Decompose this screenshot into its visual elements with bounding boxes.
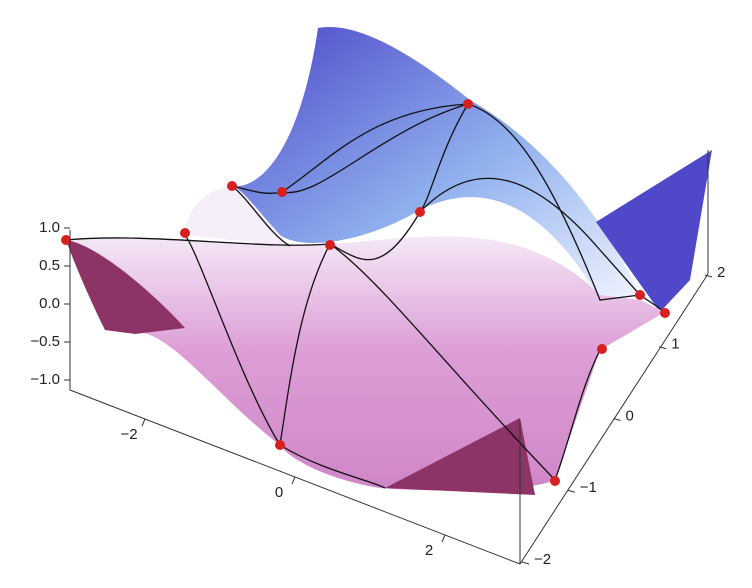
tick-label: −1 <box>580 479 597 496</box>
tick-label: −0.5 <box>30 333 60 350</box>
tick-mark <box>441 534 446 543</box>
tick-mark <box>567 489 575 493</box>
tick-mark <box>613 418 621 421</box>
tick-label: −1.0 <box>30 371 60 388</box>
tick-mark <box>704 274 713 278</box>
tick-label: 0 <box>626 407 634 424</box>
tick-mark <box>141 418 146 427</box>
tick-mark <box>291 476 296 485</box>
tick-label: 0.0 <box>39 295 60 312</box>
tick-label: −2 <box>534 551 551 568</box>
tick-label: −2 <box>120 426 137 443</box>
surface <box>61 26 712 495</box>
tick-label: 1.0 <box>39 219 60 236</box>
tick-mark <box>521 561 530 565</box>
tick-label: 0.5 <box>39 257 60 274</box>
tick-label: 2 <box>717 264 725 281</box>
tick-mark <box>659 346 667 350</box>
tick-label: 2 <box>425 542 433 559</box>
tick-label: 1 <box>671 336 679 353</box>
tick-label: 0 <box>275 484 283 501</box>
